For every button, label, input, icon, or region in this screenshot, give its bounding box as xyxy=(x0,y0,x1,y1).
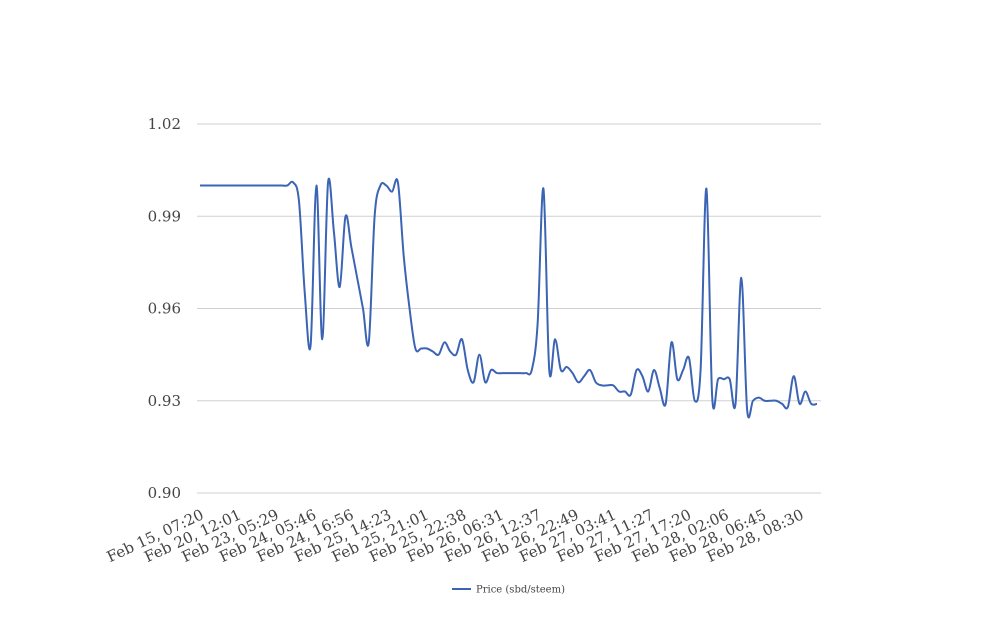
y-tick-label: 0.99 xyxy=(148,207,181,225)
y-tick-label: 0.96 xyxy=(148,300,181,318)
legend-label: Price (sbd/steem) xyxy=(476,585,565,596)
series-line-price xyxy=(199,177,818,419)
y-tick-label: 1.02 xyxy=(148,115,181,133)
y-tick-label: 0.90 xyxy=(148,484,181,502)
y-tick-label: 0.93 xyxy=(148,392,181,410)
series-layer xyxy=(199,177,818,419)
legend: Price (sbd/steem) xyxy=(452,585,565,596)
grid-lines xyxy=(197,123,821,494)
y-axis-ticks: 0.90 0.93 0.96 0.99 1.02 xyxy=(148,115,181,502)
